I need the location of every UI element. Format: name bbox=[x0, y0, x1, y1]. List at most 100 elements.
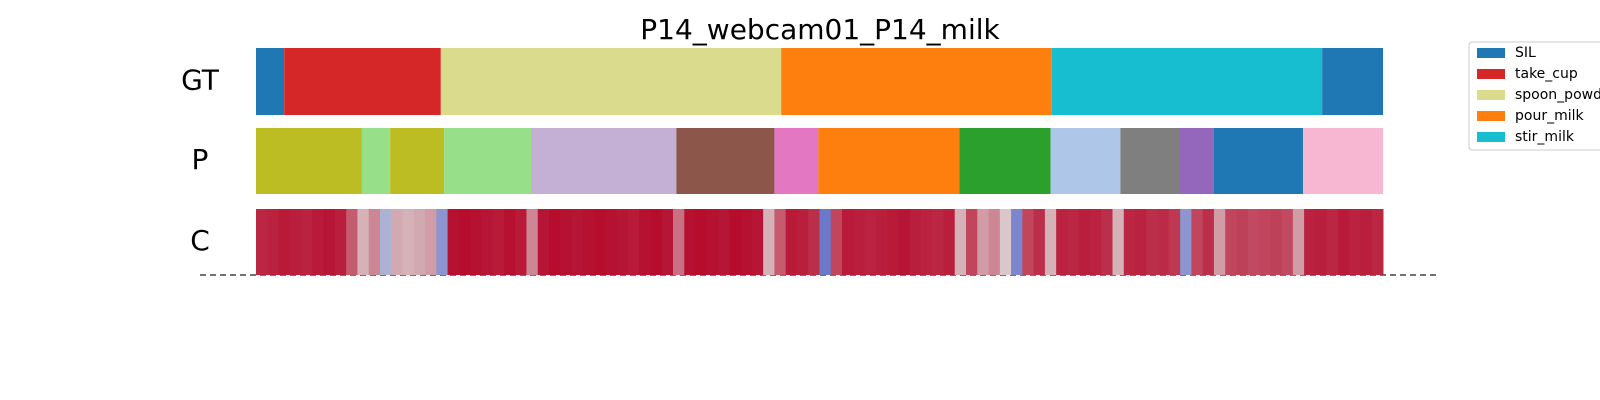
confidence-cell bbox=[582, 209, 595, 275]
legend-swatch bbox=[1477, 69, 1505, 79]
confidence-cell bbox=[808, 209, 820, 275]
confidence-cell bbox=[1123, 209, 1136, 275]
confidence-cell bbox=[1168, 209, 1181, 275]
pred-segment bbox=[818, 128, 960, 194]
confidence-cell bbox=[830, 209, 843, 275]
confidence-cell bbox=[909, 209, 922, 275]
confidence-cell bbox=[571, 209, 584, 275]
confidence-cell bbox=[1349, 209, 1361, 275]
confidence-cell bbox=[391, 209, 404, 275]
confidence-cell bbox=[1044, 209, 1057, 275]
gt-segment bbox=[1322, 48, 1383, 115]
pred-segment bbox=[1213, 128, 1303, 194]
confidence-cell bbox=[323, 209, 336, 275]
confidence-cell bbox=[256, 209, 268, 275]
confidence-cell bbox=[898, 209, 911, 275]
gt-segment bbox=[1051, 48, 1323, 115]
confidence-cell bbox=[1157, 209, 1170, 275]
confidence-cell bbox=[932, 209, 944, 275]
confidence-cell bbox=[447, 209, 460, 275]
confidence-cell bbox=[1315, 209, 1328, 275]
legend-swatch bbox=[1477, 90, 1505, 100]
legend-label: take_cup bbox=[1515, 66, 1578, 82]
confidence-cell bbox=[954, 209, 967, 275]
legend-swatch bbox=[1477, 48, 1505, 58]
pred-segment bbox=[444, 128, 531, 194]
confidence-cell bbox=[379, 209, 392, 275]
confidence-cell bbox=[425, 209, 437, 275]
confidence-cell bbox=[1135, 209, 1147, 275]
confidence-cell bbox=[695, 209, 708, 275]
confidence-cell bbox=[1146, 209, 1159, 275]
confidence-cell bbox=[920, 209, 933, 275]
confidence-cell bbox=[334, 209, 347, 275]
confidence-cell bbox=[1056, 209, 1068, 275]
pred-segment bbox=[676, 128, 775, 194]
confidence-cell bbox=[1326, 209, 1339, 275]
confidence-cell bbox=[436, 209, 449, 275]
confidence-cell bbox=[368, 209, 381, 275]
row-label: GT bbox=[181, 64, 220, 97]
row-label: C bbox=[190, 224, 210, 257]
confidence-cell bbox=[616, 209, 629, 275]
legend-swatch bbox=[1477, 111, 1505, 121]
confidence-cell bbox=[718, 209, 730, 275]
confidence-cell bbox=[560, 209, 573, 275]
confidence-cell bbox=[1112, 209, 1125, 275]
pred-segment bbox=[959, 128, 1051, 194]
confidence-cell bbox=[1191, 209, 1204, 275]
confidence-cell bbox=[864, 209, 877, 275]
chart-title: P14_webcam01_P14_milk bbox=[640, 13, 1000, 46]
confidence-cell bbox=[1304, 209, 1316, 275]
confidence-cell bbox=[943, 209, 956, 275]
legend-label: spoon_powd bbox=[1515, 87, 1600, 103]
confidence-cell bbox=[1078, 209, 1091, 275]
legend-label: SIL bbox=[1515, 45, 1536, 61]
pred-segment bbox=[390, 128, 445, 194]
confidence-cell bbox=[301, 209, 313, 275]
confidence-cell bbox=[774, 209, 787, 275]
confidence-cell bbox=[1033, 209, 1046, 275]
confidence-cell bbox=[1225, 209, 1237, 275]
gt-segment bbox=[256, 48, 285, 115]
confidence-cell bbox=[503, 209, 516, 275]
pred-segment bbox=[1050, 128, 1121, 194]
confidence-cell bbox=[1101, 209, 1114, 275]
confidence-cell bbox=[289, 209, 302, 275]
confidence-cell bbox=[988, 209, 1001, 275]
row-label: P bbox=[192, 143, 209, 176]
pred-segment bbox=[361, 128, 391, 194]
confidence-cell bbox=[526, 209, 539, 275]
confidence-cell bbox=[1360, 209, 1373, 275]
confidence-cell bbox=[763, 209, 775, 275]
pred-segment bbox=[1179, 128, 1214, 194]
confidence-cell bbox=[481, 209, 494, 275]
confidence-cell bbox=[796, 209, 809, 275]
confidence-cell bbox=[740, 209, 753, 275]
legend-label: stir_milk bbox=[1515, 129, 1575, 145]
confidence-cell bbox=[1337, 209, 1350, 275]
legend-label: pour_milk bbox=[1515, 108, 1584, 124]
confidence-cell bbox=[875, 209, 888, 275]
confidence-cell bbox=[1371, 209, 1384, 275]
confidence-cell bbox=[1213, 209, 1226, 275]
confidence-cell bbox=[1180, 209, 1192, 275]
confidence-cell bbox=[853, 209, 866, 275]
confidence-cell bbox=[966, 209, 978, 275]
confidence-cell bbox=[537, 209, 550, 275]
confidence-cell bbox=[312, 209, 325, 275]
confidence-cell bbox=[842, 209, 854, 275]
gt-segment bbox=[284, 48, 441, 115]
pred-segment bbox=[530, 128, 677, 194]
confidence-cell bbox=[639, 209, 651, 275]
confidence-cell bbox=[1281, 209, 1294, 275]
confidence-cell bbox=[1011, 209, 1023, 275]
confidence-cell bbox=[413, 209, 426, 275]
confidence-cell bbox=[1270, 209, 1283, 275]
confidence-cell bbox=[267, 209, 280, 275]
confidence-cell bbox=[706, 209, 719, 275]
confidence-cell bbox=[1292, 209, 1305, 275]
confidence-cell bbox=[650, 209, 663, 275]
confidence-cell bbox=[458, 209, 471, 275]
